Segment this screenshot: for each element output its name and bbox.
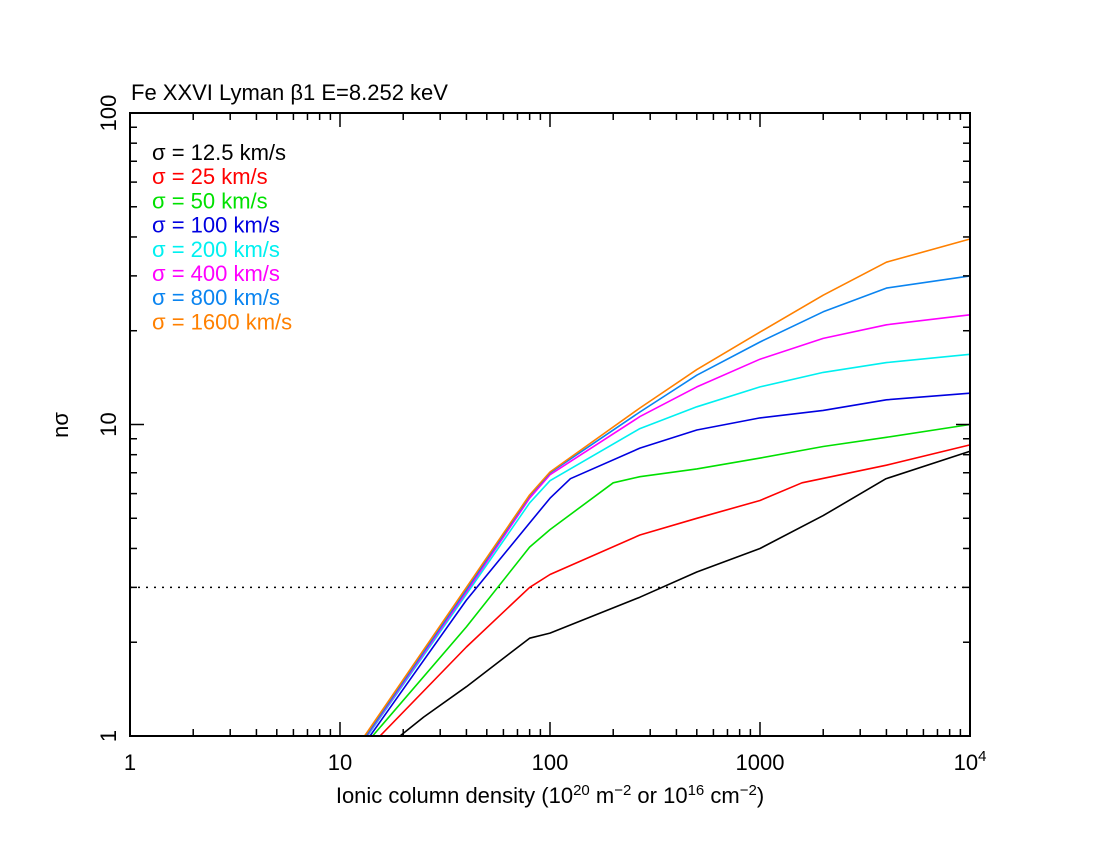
legend-entry-6: σ = 800 km/s (152, 285, 280, 310)
x-tick-label: 10 (328, 750, 352, 775)
series-lines (130, 238, 971, 737)
x-tick-label: 104 (954, 748, 987, 775)
x-axis-label: Ionic column density (1020 m−2 or 1016 c… (336, 782, 764, 808)
x-tick-label: 100 (532, 750, 569, 775)
series-line-5 (366, 314, 971, 737)
x-tick-label: 1000 (736, 750, 785, 775)
y-axis-label: nσ (48, 412, 73, 438)
axes: 1 10 100 1000 104 1 10 100 (96, 95, 986, 775)
series-line-2 (371, 423, 971, 737)
series-line-3 (369, 392, 971, 737)
series-line-6 (365, 275, 971, 737)
y-tick-label: 10 (96, 412, 121, 436)
y-tick-label: 100 (96, 95, 121, 132)
legend-entry-1: σ = 25 km/s (152, 164, 268, 189)
legend-entry-0: σ = 12.5 km/s (152, 140, 286, 165)
legend-entry-3: σ = 100 km/s (152, 213, 280, 238)
legend-entry-4: σ = 200 km/s (152, 237, 280, 262)
series-line-0 (399, 450, 971, 737)
x-tick-label: 1 (124, 750, 136, 775)
legend-entry-2: σ = 50 km/s (152, 188, 268, 213)
series-line-4 (366, 353, 971, 737)
legend: σ = 12.5 km/sσ = 25 km/sσ = 50 km/sσ = 1… (152, 140, 292, 334)
y-tick-label: 1 (96, 730, 121, 742)
legend-entry-7: σ = 1600 km/s (152, 309, 292, 334)
legend-entry-5: σ = 400 km/s (152, 261, 280, 286)
series-line-1 (379, 444, 971, 737)
series-line-7 (363, 238, 971, 737)
chart-title: Fe XXVI Lyman β1 E=8.252 keV (131, 80, 448, 105)
